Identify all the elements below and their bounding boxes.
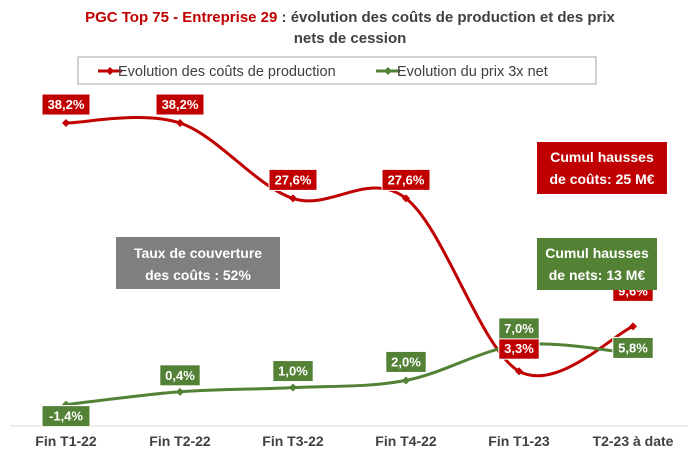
data-label: 7,0% [498, 317, 540, 340]
data-label-bg [498, 317, 540, 340]
data-label-bg [612, 336, 654, 359]
series-0-point [515, 367, 523, 376]
cost-box-line2: de coûts: 25 M€ [549, 171, 654, 187]
series-0-point [62, 119, 70, 128]
data-label-text: 0,4% [165, 368, 195, 383]
legend-label-costs: Evolution des coûts de production [118, 64, 336, 80]
chart-title-part2: : évolution des coûts de production et d… [277, 9, 615, 26]
data-label-bg [41, 93, 91, 116]
legend-marker-net [384, 67, 392, 75]
coverage-box: Taux de couverture des coûts : 52% [116, 237, 280, 289]
data-label-bg [159, 364, 201, 387]
x-tick-label: Fin T4-22 [375, 433, 437, 449]
legend-label-net: Evolution du prix 3x net [397, 64, 548, 80]
data-label-bg [41, 405, 91, 428]
data-label-text: 27,6% [388, 172, 425, 187]
net-box: Cumul hausses de nets: 13 M€ [537, 238, 657, 290]
data-label-text: -1,4% [49, 409, 83, 424]
legend-entry-costs: Evolution des coûts de production [98, 64, 336, 80]
data-label: 2,0% [385, 350, 427, 373]
data-label-text: 38,2% [162, 97, 199, 112]
data-label: 38,2% [41, 93, 91, 116]
legend-box [77, 56, 597, 85]
data-label: 3,3% [498, 337, 540, 360]
series-0-point [176, 119, 184, 128]
data-label: 38,2% [155, 93, 205, 116]
x-tick-label: T2-23 à date [593, 433, 674, 449]
coverage-box-line1: Taux de couverture [134, 245, 262, 261]
series-0-point [629, 322, 637, 331]
data-label-bg [155, 93, 205, 116]
chart-title: PGC Top 75 - Entreprise 29 : évolution d… [85, 9, 615, 26]
data-label-text: 2,0% [391, 354, 421, 369]
data-label: 1,0% [272, 360, 314, 383]
data-label: -1,4% [41, 405, 91, 428]
legend: Evolution des coûts de production Evolut… [77, 56, 597, 85]
chart-title-line2: nets de cession [294, 30, 407, 47]
data-label: 27,6% [381, 168, 431, 191]
cost-box-bg [537, 142, 667, 194]
series-0-point [402, 194, 410, 203]
chart-title-part1: PGC Top 75 - Entreprise 29 [85, 9, 277, 26]
data-label-bg [381, 168, 431, 191]
data-label-text: 27,6% [275, 172, 312, 187]
net-box-line1: Cumul hausses [545, 245, 649, 261]
data-label-bg [385, 350, 427, 373]
data-label-bg [272, 360, 314, 383]
legend-marker-costs [106, 67, 114, 75]
data-labels: 38,2% 38,2%27,6% 27,6%3,3%9,6%-1,4%0,4% 1,0… [41, 93, 654, 428]
cost-box: Cumul hausses de coûts: 25 M€ [537, 142, 667, 194]
legend-entry-net: Evolution du prix 3x net [376, 64, 548, 80]
series-0-point [289, 194, 297, 203]
data-label-text: 7,0% [504, 321, 534, 336]
net-box-line2: de nets: 13 M€ [549, 267, 646, 283]
data-label-text: 3,3% [504, 341, 534, 356]
data-label-bg [268, 168, 318, 191]
net-box-bg [537, 238, 657, 290]
series-1-point [289, 383, 297, 392]
x-tick-label: Fin T1-23 [488, 433, 550, 449]
data-label: 27,6% [268, 168, 318, 191]
data-label-text: 5,8% [618, 340, 648, 355]
data-label: 0,4% [159, 364, 201, 387]
data-label: 5,8% [612, 336, 654, 359]
series-1-point [176, 387, 184, 396]
data-label-text: 38,2% [48, 97, 85, 112]
series-1-point [402, 376, 410, 385]
cost-box-line1: Cumul hausses [550, 149, 654, 165]
coverage-box-bg [116, 237, 280, 289]
x-tick-label: Fin T1-22 [35, 433, 97, 449]
x-tick-label: Fin T2-22 [149, 433, 211, 449]
coverage-box-line2: des coûts : 52% [145, 267, 251, 283]
data-label-text: 1,0% [278, 364, 308, 379]
x-tick-label: Fin T3-22 [262, 433, 324, 449]
x-tick-labels: Fin T1-22 Fin T2-22 Fin T3-22 Fin T4-22 Fin … [35, 433, 673, 449]
